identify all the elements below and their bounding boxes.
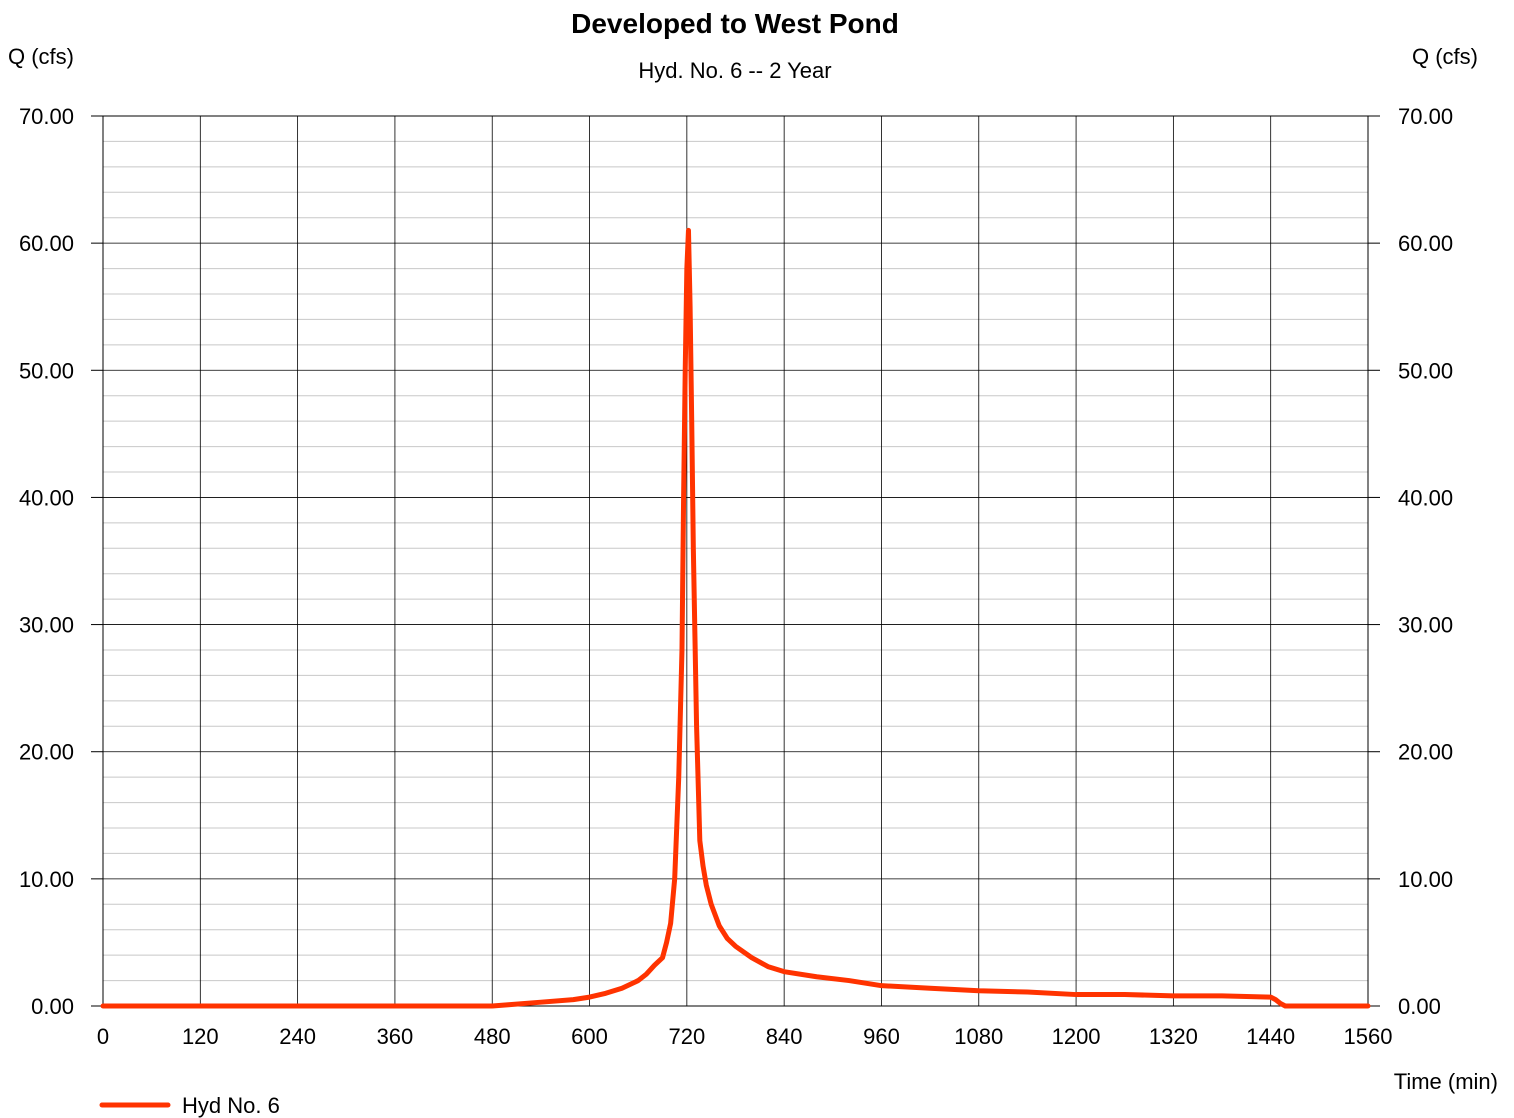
series-line-hyd-6 — [100, 227, 1371, 1009]
y-tick-label-right: 10.00 — [1398, 867, 1453, 892]
x-tick-label: 1440 — [1246, 1024, 1295, 1049]
minor-gridlines — [103, 140, 1368, 982]
x-tick-label: 720 — [668, 1024, 705, 1049]
series-group — [100, 227, 1371, 1009]
y-tick-label-right: 40.00 — [1398, 485, 1453, 510]
x-axis-label: Time (min) — [1394, 1069, 1498, 1094]
chart-title: Developed to West Pond — [571, 8, 899, 39]
plot-area-frame — [102, 115, 1369, 1007]
legend-label-hyd-6: Hyd No. 6 — [182, 1093, 280, 1118]
x-tick-label: 600 — [571, 1024, 608, 1049]
y-tick-label-left: 50.00 — [19, 358, 74, 383]
x-tick-label: 1200 — [1052, 1024, 1101, 1049]
chart-subtitle: Hyd. No. 6 -- 2 Year — [638, 58, 831, 83]
y-axis-label-right: Q (cfs) — [1412, 44, 1478, 69]
x-tick-label: 120 — [182, 1024, 219, 1049]
y-tick-label-right: 60.00 — [1398, 231, 1453, 256]
y-tick-label-left: 40.00 — [19, 485, 74, 510]
y-tick-label-left: 10.00 — [19, 867, 74, 892]
x-tick-label: 1080 — [954, 1024, 1003, 1049]
x-tick-label: 1320 — [1149, 1024, 1198, 1049]
y-tick-label-right: 0.00 — [1398, 994, 1441, 1019]
x-tick-label: 840 — [766, 1024, 803, 1049]
y-tick-label-right: 20.00 — [1398, 740, 1453, 765]
y-tick-label-right: 70.00 — [1398, 104, 1453, 129]
x-tick-label: 960 — [863, 1024, 900, 1049]
y-tick-label-left: 60.00 — [19, 231, 74, 256]
y-axis-label-left: Q (cfs) — [8, 44, 74, 69]
y-tick-label-right: 30.00 — [1398, 613, 1453, 638]
y-tick-labels-left: 0.00 10.00 20.00 30.00 40.00 50.00 60.00 70.00 — [19, 104, 74, 1019]
x-tick-label: 360 — [377, 1024, 414, 1049]
x-tick-label: 0 — [97, 1024, 109, 1049]
x-tick-label: 240 — [279, 1024, 316, 1049]
major-gridlines — [102, 115, 1369, 1007]
y-tick-labels-right: 0.00 10.00 20.00 30.00 40.00 50.00 60.00 70.00 — [1398, 104, 1453, 1019]
x-tick-label: 480 — [474, 1024, 511, 1049]
y-tick-label-right: 50.00 — [1398, 358, 1453, 383]
y-tick-label-left: 0.00 — [31, 994, 74, 1019]
y-tick-label-left: 20.00 — [19, 740, 74, 765]
x-tick-label: 1560 — [1344, 1024, 1393, 1049]
y-tick-label-left: 70.00 — [19, 104, 74, 129]
axis-tick-marks — [91, 115, 1380, 1007]
y-tick-label-left: 30.00 — [19, 613, 74, 638]
x-tick-labels: 0 120 240 360 480 600 720 840 960 1080 1200 1320 144… — [97, 1024, 1393, 1049]
legend: Hyd No. 6 — [99, 1093, 280, 1118]
